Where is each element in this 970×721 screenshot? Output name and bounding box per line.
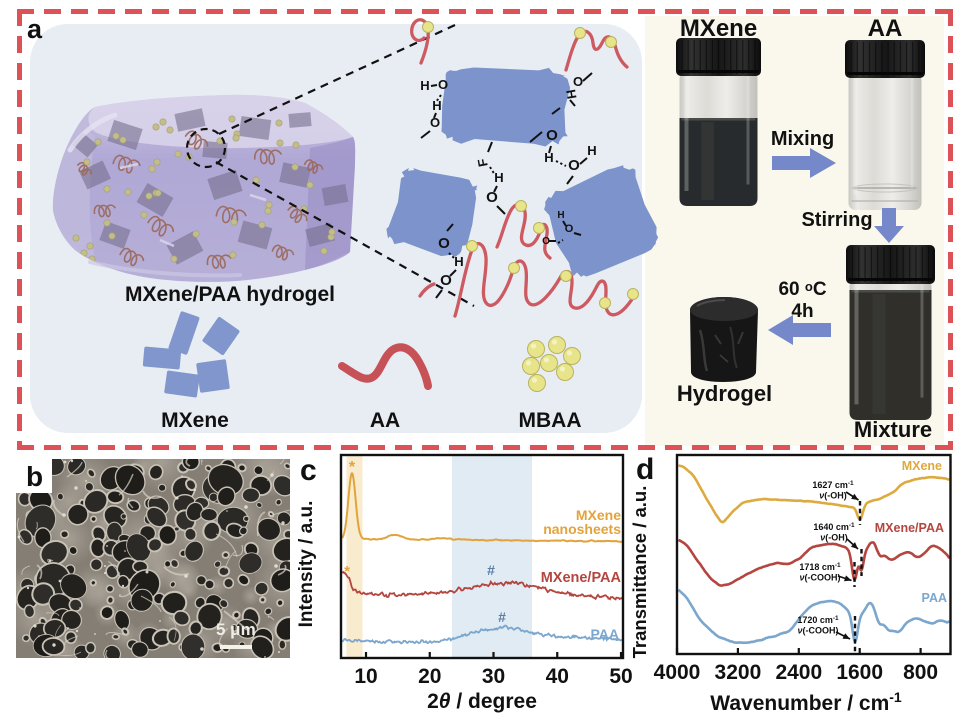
svg-text:ν(-OH): ν(-OH) <box>819 491 847 501</box>
svg-text:H: H <box>544 150 553 165</box>
svg-text:H: H <box>420 78 429 93</box>
svg-text:10: 10 <box>354 665 377 688</box>
svg-text:H: H <box>432 98 441 113</box>
svg-text:MXene: MXene <box>902 459 942 473</box>
svg-text:1720 cm-1: 1720 cm-1 <box>797 615 839 626</box>
svg-text:ν(-OH): ν(-OH) <box>820 533 848 543</box>
svg-text:2400: 2400 <box>775 661 822 684</box>
svg-text:#: # <box>498 609 506 625</box>
svg-text:O: O <box>438 235 450 252</box>
svg-text:20: 20 <box>418 665 441 688</box>
svg-text:Intensity / a.u.: Intensity / a.u. <box>296 501 317 628</box>
svg-text:50: 50 <box>609 665 632 688</box>
svg-text:*: * <box>344 563 350 580</box>
svg-text:H: H <box>454 254 463 269</box>
svg-text:c: c <box>300 454 317 487</box>
svg-text:O: O <box>565 223 574 235</box>
svg-text:5 μm: 5 μm <box>216 620 256 639</box>
svg-text:#: # <box>487 562 495 578</box>
svg-text:O: O <box>568 157 580 174</box>
svg-text:1718 cm-1: 1718 cm-1 <box>799 562 841 573</box>
svg-text:ν(-COOH): ν(-COOH) <box>799 573 840 583</box>
svg-text:H: H <box>563 88 579 100</box>
svg-text:30: 30 <box>482 665 505 688</box>
svg-text:1627 cm-1: 1627 cm-1 <box>812 480 854 491</box>
svg-text:F: F <box>474 158 490 168</box>
svg-text:40: 40 <box>546 665 569 688</box>
svg-text:MXene/PAA: MXene/PAA <box>875 521 944 535</box>
svg-text:d: d <box>636 453 654 486</box>
svg-text:H: H <box>587 143 596 158</box>
svg-text:PAA: PAA <box>922 591 947 605</box>
svg-text:O: O <box>430 115 440 130</box>
svg-text:1640 cm-1: 1640 cm-1 <box>813 522 855 533</box>
svg-text:ν(-COOH): ν(-COOH) <box>797 626 838 636</box>
svg-text:O: O <box>573 74 583 89</box>
svg-text:PAA: PAA <box>590 626 619 642</box>
svg-text:H: H <box>494 170 503 185</box>
svg-text:b: b <box>26 461 43 492</box>
svg-text:1600: 1600 <box>836 661 883 684</box>
svg-text:4000: 4000 <box>654 661 701 684</box>
svg-text:2θ / degree: 2θ / degree <box>427 690 537 713</box>
svg-text:H: H <box>557 210 564 221</box>
svg-text:O: O <box>546 127 558 144</box>
svg-text:O: O <box>440 272 452 289</box>
svg-text:*: * <box>349 459 356 476</box>
svg-text:O: O <box>486 189 498 206</box>
svg-text:3200: 3200 <box>715 661 762 684</box>
svg-text:Transmittance / a.u.: Transmittance / a.u. <box>632 486 650 659</box>
svg-text:800: 800 <box>903 661 938 684</box>
svg-text:O: O <box>542 236 550 247</box>
svg-text:O: O <box>438 77 448 92</box>
svg-text:MXene/PAA: MXene/PAA <box>541 570 622 586</box>
svg-text:MXene: MXene <box>576 507 621 523</box>
svg-text:nanosheets: nanosheets <box>543 521 621 537</box>
svg-text:Wavenumber / cm-1: Wavenumber / cm-1 <box>710 689 902 715</box>
